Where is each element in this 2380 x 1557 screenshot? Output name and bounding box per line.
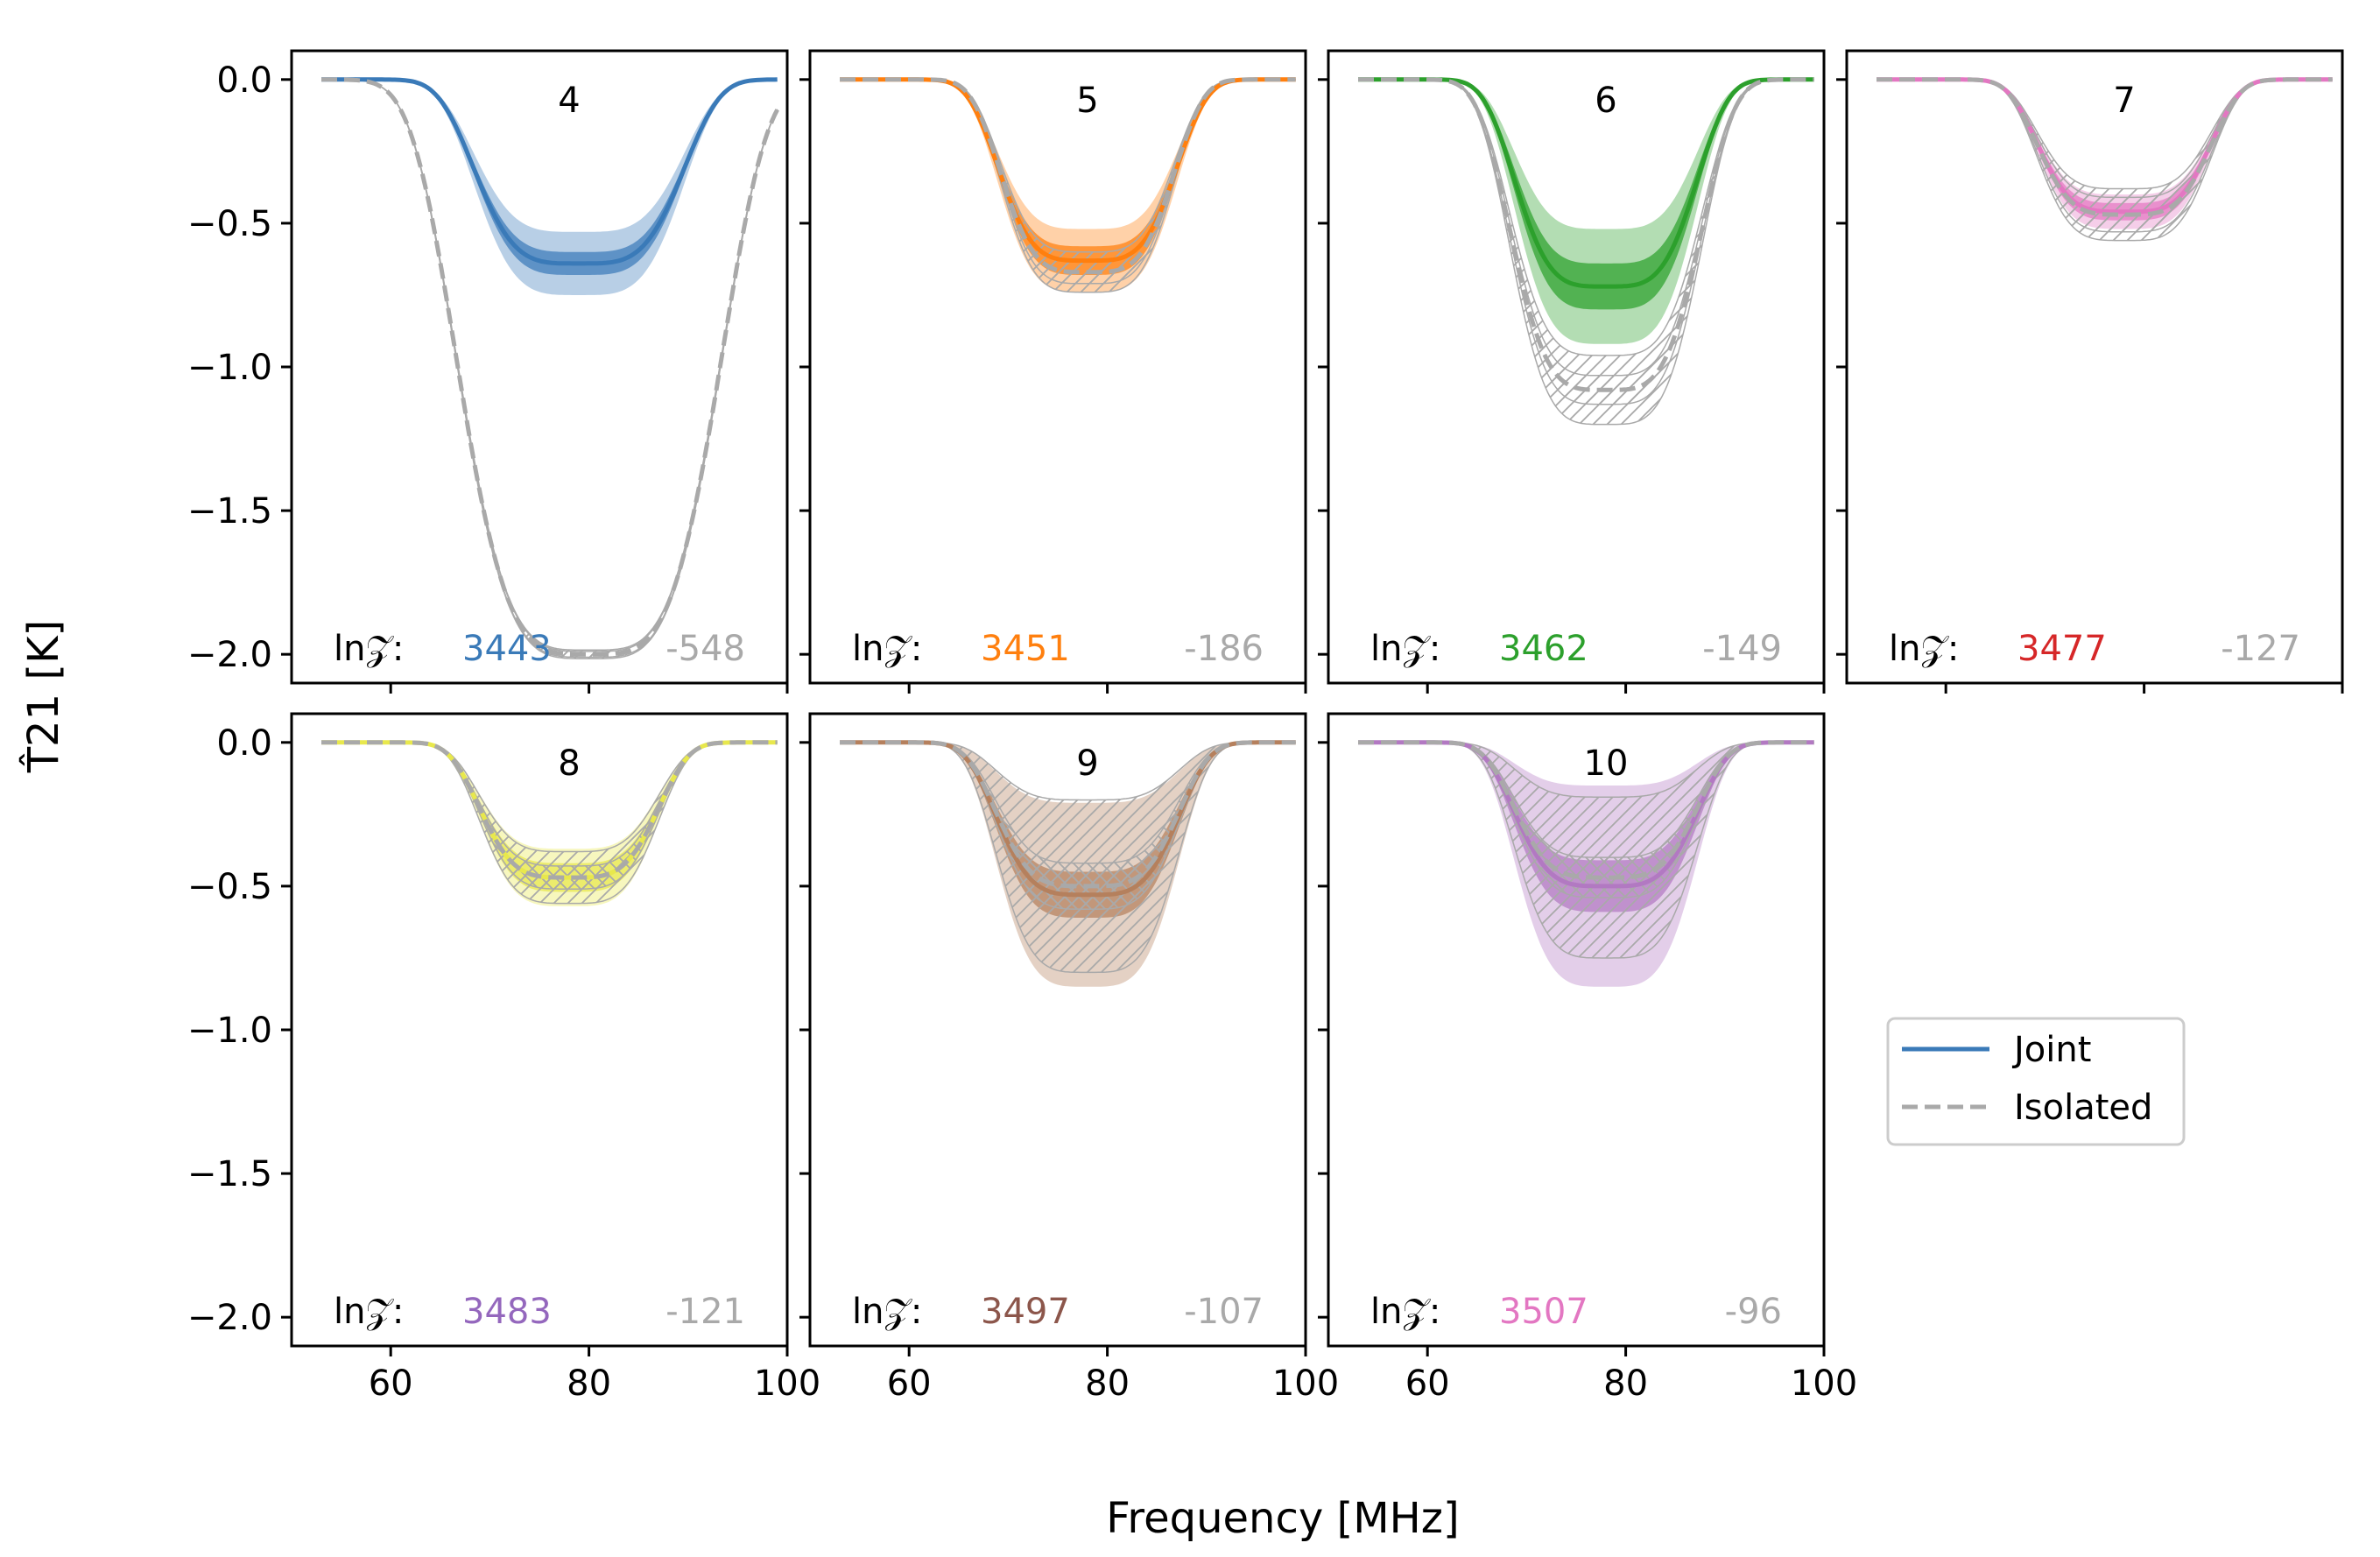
panel-9: 60 80 100 9 ln𝒵: 3497 -107 (799, 712, 1339, 1404)
panel-number: 10 (1584, 743, 1629, 784)
panel-frame (808, 49, 1307, 685)
panel-number: 8 (558, 743, 580, 784)
x-tick-label: 80 (1603, 1363, 1648, 1404)
isolated-band-inner (840, 742, 1296, 910)
lnz-joint-value: 3477 (2017, 629, 2107, 669)
panel-7-plot (1877, 77, 2333, 242)
panel-4: 0.0 −0.5 −1.0 −1.5 −2.0 4 ln𝒵: 3443 -548 (187, 49, 789, 694)
lnz-label: ln𝒵: (334, 629, 404, 669)
lnz-joint-value: 3462 (1499, 629, 1588, 669)
y-tick-label: −1.5 (187, 491, 272, 532)
y-tick-label: −1.0 (187, 1011, 272, 1051)
isolated-band-outer (1358, 79, 1814, 426)
lnz-joint-value: 3443 (462, 629, 552, 669)
lnz-label: ln𝒵: (852, 1292, 922, 1332)
joint-line (321, 77, 778, 266)
isolated-band-outer (321, 79, 778, 659)
y-tick-label: 0.0 (216, 723, 272, 764)
panel-7: 7 ln𝒵: 3477 -127 (1836, 49, 2344, 694)
panel-8-plot (321, 740, 778, 906)
lnz-joint-value: 3497 (981, 1292, 1070, 1332)
panel-number: 5 (1076, 81, 1098, 121)
lnz-isolated-value: -96 (1725, 1292, 1782, 1332)
legend-joint-label: Joint (2011, 1030, 2091, 1070)
x-tick-label: 80 (567, 1363, 611, 1404)
panel-10-plot (1358, 740, 1814, 987)
y-tick-label: −2.0 (187, 1298, 272, 1338)
lnz-label: ln𝒵: (1370, 629, 1440, 669)
panel-6-plot (1358, 77, 1814, 426)
lnz-label: ln𝒵: (334, 1292, 404, 1332)
panel-grid: 0.0 −0.5 −1.0 −1.5 −2.0 4 ln𝒵: 3443 -548 5 ln𝒵: 345… (187, 49, 2344, 1404)
panel-10: 60 80 100 10 ln𝒵: 3507 -96 (1318, 712, 1857, 1404)
panel-frame (290, 49, 789, 685)
isolated-line (1358, 740, 1814, 880)
lnz-isolated-value: -121 (665, 1292, 745, 1332)
x-tick-label: 100 (754, 1363, 820, 1404)
panel-4-plot (321, 77, 779, 659)
isolated-line (321, 77, 779, 657)
isolated-band-outer (1877, 79, 2333, 242)
panel-number: 7 (2113, 81, 2135, 121)
x-tick-label: 100 (1272, 1363, 1339, 1404)
isolated-band-inner (1877, 79, 2333, 233)
panel-number: 6 (1595, 81, 1616, 121)
lnz-joint-value: 3507 (1499, 1292, 1588, 1332)
legend: Joint Isolated (1886, 1017, 2186, 1146)
lnz-joint-value: 3483 (462, 1292, 552, 1332)
lnz-joint-value: 3451 (981, 629, 1070, 669)
lnz-isolated-value: -186 (1184, 629, 1264, 669)
panel-number: 4 (558, 81, 580, 121)
lnz-isolated-value: -127 (2221, 629, 2300, 669)
isolated-line (840, 77, 1296, 275)
lnz-isolated-value: -149 (1702, 629, 1782, 669)
x-tick-label: 80 (1085, 1363, 1130, 1404)
panel-6: 6 ln𝒵: 3462 -149 (1318, 49, 1826, 694)
panel-number: 9 (1076, 743, 1098, 784)
x-tick-label: 60 (1405, 1363, 1450, 1404)
lnz-label: ln𝒵: (1370, 1292, 1440, 1332)
isolated-line (1877, 77, 2333, 217)
isolated-line (1358, 77, 1814, 392)
panel-frame (290, 712, 789, 1348)
y-tick-label: −0.5 (187, 867, 272, 907)
isolated-band-outer (840, 742, 1296, 974)
panel-8: 0.0 −0.5 −1.0 −1.5 −2.0 60 80 100 8 ln𝒵: 3483 -121 (187, 712, 820, 1404)
x-axis-label: Frequency [MHz] (1106, 1494, 1459, 1543)
lnz-label: ln𝒵: (1889, 629, 1959, 669)
isolated-line (321, 740, 778, 880)
isolated-band-inner (321, 79, 778, 659)
panel-frame (1845, 49, 2344, 685)
joint-band-inner (1358, 79, 1814, 310)
legend-isolated-label: Isolated (2014, 1088, 2152, 1128)
panel-9-plot (840, 740, 1296, 987)
panel-5-plot (840, 77, 1296, 293)
y-tick-label: 0.0 (216, 60, 272, 101)
lnz-label: ln𝒵: (852, 629, 922, 669)
isolated-band-inner (321, 742, 778, 890)
y-tick-label: −2.0 (187, 635, 272, 675)
x-tick-label: 60 (887, 1363, 932, 1404)
x-tick-label: 60 (369, 1363, 413, 1404)
y-tick-label: −1.0 (187, 348, 272, 388)
y-tick-label: −1.5 (187, 1154, 272, 1194)
x-tick-label: 100 (1791, 1363, 1857, 1404)
y-axis-label: T̂21 [K] (18, 620, 68, 774)
lnz-isolated-value: -548 (665, 629, 745, 669)
panel-5: 5 ln𝒵: 3451 -186 (799, 49, 1307, 694)
y-tick-label: −0.5 (187, 204, 272, 244)
lnz-isolated-value: -107 (1184, 1292, 1264, 1332)
isolated-line (840, 740, 1296, 889)
